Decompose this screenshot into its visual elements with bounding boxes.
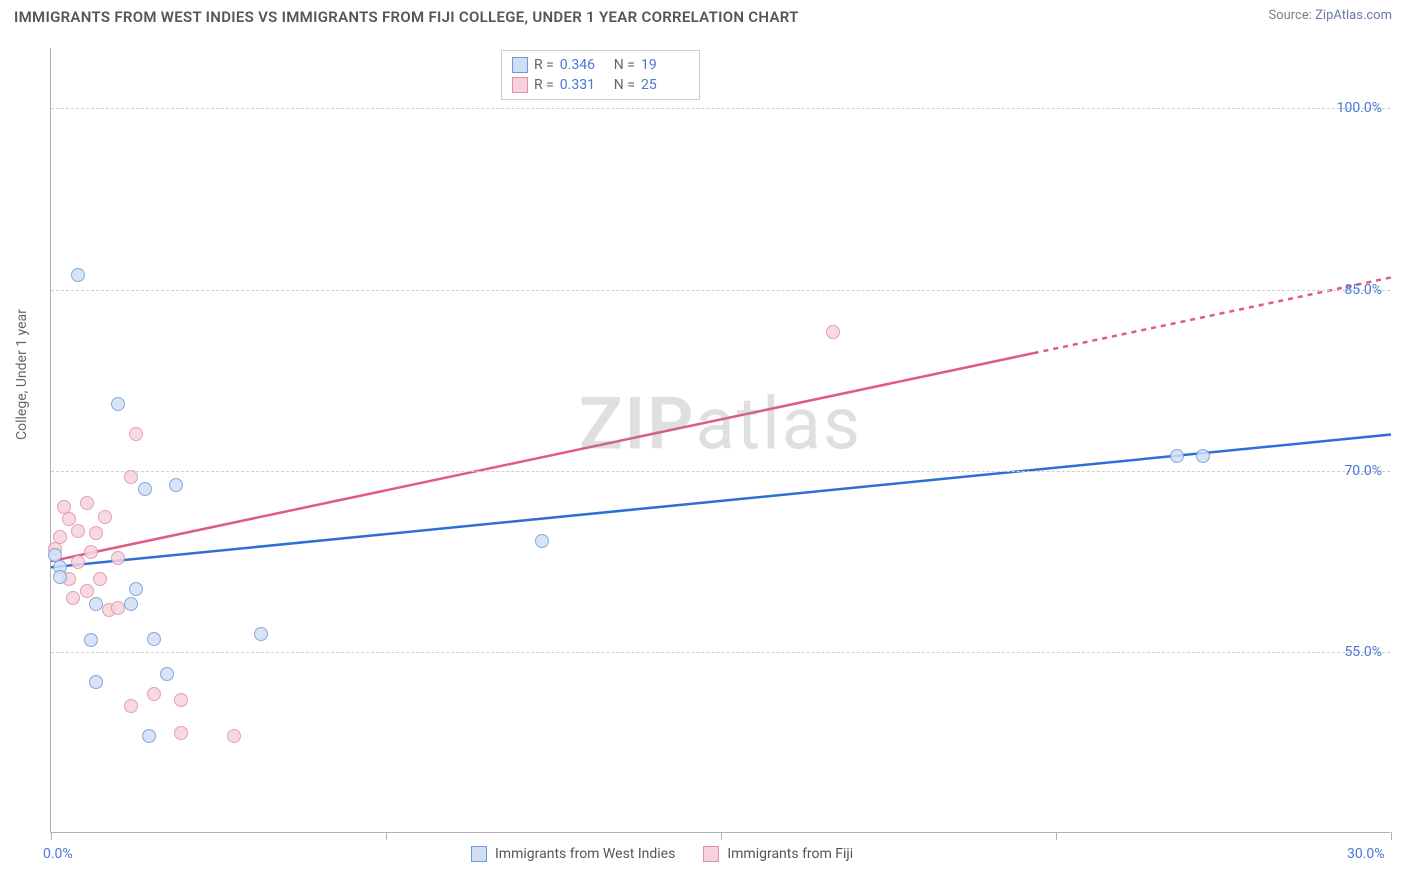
legend-label-fiji: Immigrants from Fiji bbox=[727, 846, 853, 862]
data-point-fiji bbox=[111, 601, 125, 615]
legend-item-fiji: Immigrants from Fiji bbox=[703, 846, 853, 862]
r-label: R = bbox=[534, 77, 554, 93]
trend-line bbox=[51, 353, 1034, 561]
data-point-west-indies bbox=[48, 548, 62, 562]
source-label: Source: ZipAtlas.com bbox=[1268, 8, 1392, 23]
data-point-west-indies bbox=[124, 597, 138, 611]
chart-title: IMMIGRANTS FROM WEST INDIES VS IMMIGRANT… bbox=[14, 8, 799, 26]
n-label: N = bbox=[614, 77, 635, 93]
x-tick bbox=[1056, 832, 1057, 840]
data-point-west-indies bbox=[129, 582, 143, 596]
scatter-chart: ZIPatlas R = 0.346 N = 19 R = 0.331 N = … bbox=[50, 48, 1390, 833]
data-point-west-indies bbox=[147, 632, 161, 646]
y-tick-label: 55.0% bbox=[1344, 644, 1382, 660]
source-link[interactable]: ZipAtlas.com bbox=[1315, 8, 1392, 23]
data-point-fiji bbox=[147, 687, 161, 701]
x-tick bbox=[51, 832, 52, 840]
data-point-west-indies bbox=[111, 397, 125, 411]
data-point-west-indies bbox=[1170, 449, 1184, 463]
swatch-fiji bbox=[703, 846, 719, 862]
data-point-west-indies bbox=[53, 570, 67, 584]
data-point-fiji bbox=[227, 729, 241, 743]
x-tick-label: 30.0% bbox=[1347, 846, 1385, 862]
data-point-fiji bbox=[71, 555, 85, 569]
data-point-west-indies bbox=[535, 534, 549, 548]
x-tick-label: 0.0% bbox=[43, 846, 73, 862]
data-point-fiji bbox=[174, 693, 188, 707]
series-legend: Immigrants from West Indies Immigrants f… bbox=[471, 846, 853, 862]
n-value-fiji: 25 bbox=[641, 77, 689, 93]
data-point-fiji bbox=[71, 524, 85, 538]
data-point-west-indies bbox=[142, 729, 156, 743]
x-tick bbox=[386, 832, 387, 840]
r-label: R = bbox=[534, 57, 554, 73]
swatch-fiji bbox=[512, 77, 528, 93]
data-point-fiji bbox=[66, 591, 80, 605]
data-point-west-indies bbox=[89, 675, 103, 689]
source-prefix: Source: bbox=[1268, 8, 1315, 23]
swatch-west-indies bbox=[471, 846, 487, 862]
data-point-fiji bbox=[174, 726, 188, 740]
data-point-west-indies bbox=[84, 633, 98, 647]
data-point-west-indies bbox=[169, 478, 183, 492]
data-point-west-indies bbox=[89, 597, 103, 611]
n-value-west-indies: 19 bbox=[641, 57, 689, 73]
data-point-fiji bbox=[93, 572, 107, 586]
y-tick-label: 85.0% bbox=[1344, 282, 1382, 298]
data-point-west-indies bbox=[160, 667, 174, 681]
data-point-fiji bbox=[124, 699, 138, 713]
data-point-fiji bbox=[129, 427, 143, 441]
data-point-fiji bbox=[98, 510, 112, 524]
data-point-fiji bbox=[124, 470, 138, 484]
data-point-west-indies bbox=[71, 268, 85, 282]
data-point-west-indies bbox=[254, 627, 268, 641]
legend-item-west-indies: Immigrants from West Indies bbox=[471, 846, 675, 862]
stats-row-west-indies: R = 0.346 N = 19 bbox=[512, 55, 689, 75]
r-value-west-indies: 0.346 bbox=[560, 57, 608, 73]
data-point-west-indies bbox=[138, 482, 152, 496]
n-label: N = bbox=[614, 57, 635, 73]
y-tick-label: 100.0% bbox=[1337, 100, 1382, 116]
stats-legend: R = 0.346 N = 19 R = 0.331 N = 25 bbox=[501, 50, 700, 100]
y-tick-label: 70.0% bbox=[1344, 463, 1382, 479]
legend-label-west-indies: Immigrants from West Indies bbox=[495, 846, 675, 862]
x-tick bbox=[721, 832, 722, 840]
stats-row-fiji: R = 0.331 N = 25 bbox=[512, 75, 689, 95]
y-axis-title: College, Under 1 year bbox=[14, 309, 30, 440]
swatch-west-indies bbox=[512, 57, 528, 73]
x-tick bbox=[1391, 832, 1392, 840]
data-point-fiji bbox=[89, 526, 103, 540]
data-point-fiji bbox=[84, 545, 98, 559]
data-point-fiji bbox=[80, 496, 94, 510]
data-point-west-indies bbox=[1196, 449, 1210, 463]
data-point-fiji bbox=[826, 325, 840, 339]
r-value-fiji: 0.331 bbox=[560, 77, 608, 93]
data-point-fiji bbox=[111, 551, 125, 565]
